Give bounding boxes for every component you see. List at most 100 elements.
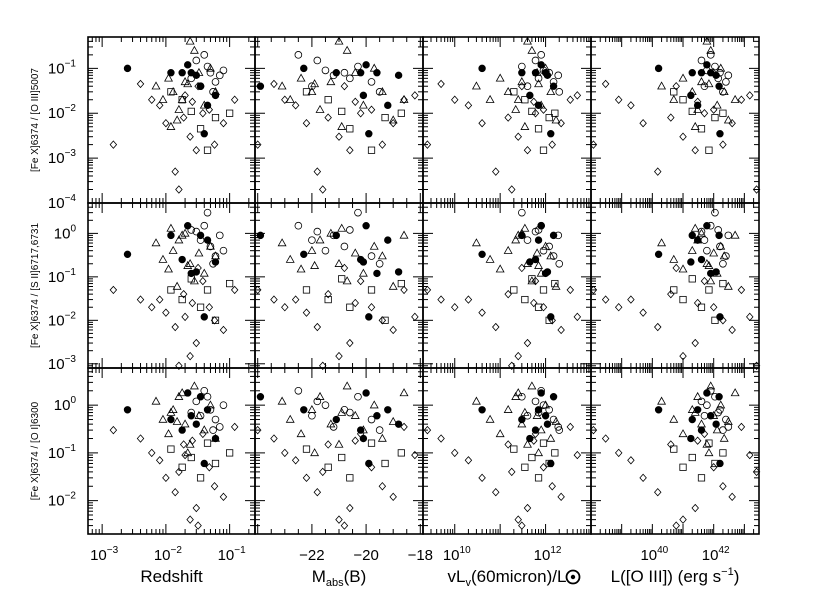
data-point-open-triangle [669,414,679,423]
y-tick-label: 10−4 [48,193,77,212]
data-point-open-square [187,275,195,283]
data-point-open-triangle [523,258,532,267]
data-point-filled-circle [715,231,723,240]
data-point-open-triangle [369,63,379,72]
data-point-open-square [670,286,678,294]
data-point-open-triangle [194,410,204,419]
data-point-open-circle [714,74,722,83]
panel-r2-c1-x-ticks [87,203,250,368]
data-point-open-circle [523,82,532,91]
data-point-open-triangle [158,94,168,103]
data-point-open-square [679,463,687,471]
data-point-open-square [203,439,212,447]
data-point-open-square [670,88,678,96]
data-point-open-triangle [657,396,667,405]
data-point-open-triangle [342,276,352,285]
data-point-open-diamond [679,515,687,524]
data-point-open-diamond [171,488,179,497]
data-point-open-diamond [378,140,387,149]
data-point-open-diamond [719,482,727,491]
data-point-open-square [697,125,706,133]
data-point-open-triangle [719,87,729,96]
data-point-open-square [551,279,559,288]
data-point-open-diamond [614,95,623,104]
labels-layer: 10−3 10−2 10−1 −22 −20 −18 1010 1012 1040 1042 10−… [30,58,739,589]
data-point-open-triangle [285,94,295,103]
y-tick-label: 10−3 [48,148,77,167]
y-tick-label: 10−1 [48,443,77,462]
data-point-open-diamond [518,521,526,530]
data-point-open-diamond [192,338,201,348]
y-tick-label: 10−2 [48,103,77,122]
data-point-open-triangle [495,73,505,82]
data-point-open-triangle [189,45,199,54]
data-point-open-triangle [164,264,174,273]
x-axis-title-col3: vLv(60micron)/L [448,567,567,589]
data-point-open-square [226,279,234,288]
data-point-filled-circle [373,269,381,278]
data-point-open-diamond [700,276,709,286]
data-point-open-diamond [411,450,419,460]
data-point-open-circle [537,51,545,59]
data-point-open-diamond [400,422,408,432]
data-point-open-triangle [730,94,740,103]
data-point-open-diamond [523,338,532,348]
data-point-open-square [346,125,354,133]
data-point-open-circle [340,68,349,77]
x-tick-label: 1012 [534,545,562,564]
data-point-open-diamond [186,351,194,361]
data-point-filled-circle [200,459,208,468]
data-point-open-circle [187,226,196,234]
data-point-open-circle [714,408,722,417]
data-point-open-diamond [351,436,359,445]
data-point-open-circle [367,415,376,424]
data-point-open-square [178,463,186,471]
data-point-open-square [697,303,706,311]
data-point-open-square [324,463,332,471]
data-point-open-circle [706,51,715,59]
panel-r1-c1-frame [87,36,256,204]
data-point-open-triangle [546,87,556,96]
data-point-open-diamond [356,276,365,286]
data-point-open-diamond [205,105,214,114]
data-point-open-circle [192,56,201,65]
data-point-open-diamond [136,79,145,89]
panel-r1-c1-x-ticks [87,37,250,203]
data-point-open-diamond [340,521,349,530]
data-point-open-triangle [527,381,537,390]
data-point-filled-circle [362,222,370,230]
data-point-open-square [338,275,346,283]
data-point-filled-circle [526,91,534,100]
data-point-open-circle [187,74,196,83]
data-point-open-diamond [400,285,408,295]
x-tick-label: −22 [299,547,324,564]
data-point-open-triangle [334,36,344,45]
data-point-open-diamond [313,488,322,497]
panel-r3-c3-y-ticks [423,367,591,535]
data-point-open-circle [346,408,354,417]
data-point-filled-circle [178,255,186,264]
data-point-open-triangle [277,238,287,247]
data-point-filled-circle [547,459,555,468]
data-point-open-circle [308,82,316,91]
data-point-open-diamond [667,440,675,449]
data-point-open-triangle [513,230,523,239]
data-point-open-triangle [307,245,317,254]
data-point-open-diamond [667,113,675,122]
panel-r1-c2-frame [254,36,424,204]
y-tick-label: 100 [54,395,77,414]
data-point-open-square [167,286,175,294]
data-point-open-diamond [356,109,365,118]
data-point-open-triangle [541,63,551,72]
data-point-open-diamond [175,467,183,477]
data-point-open-triangle [180,419,190,428]
data-point-open-diamond [389,118,397,128]
data-point-open-diamond [514,515,522,524]
data-point-open-circle [215,231,224,240]
x-tick-label: 1040 [640,545,668,564]
data-point-open-triangle [697,419,706,428]
data-point-open-circle [539,66,548,75]
data-point-open-diamond [464,295,473,304]
data-point-open-triangle [704,448,714,457]
data-point-open-diamond [367,303,376,312]
